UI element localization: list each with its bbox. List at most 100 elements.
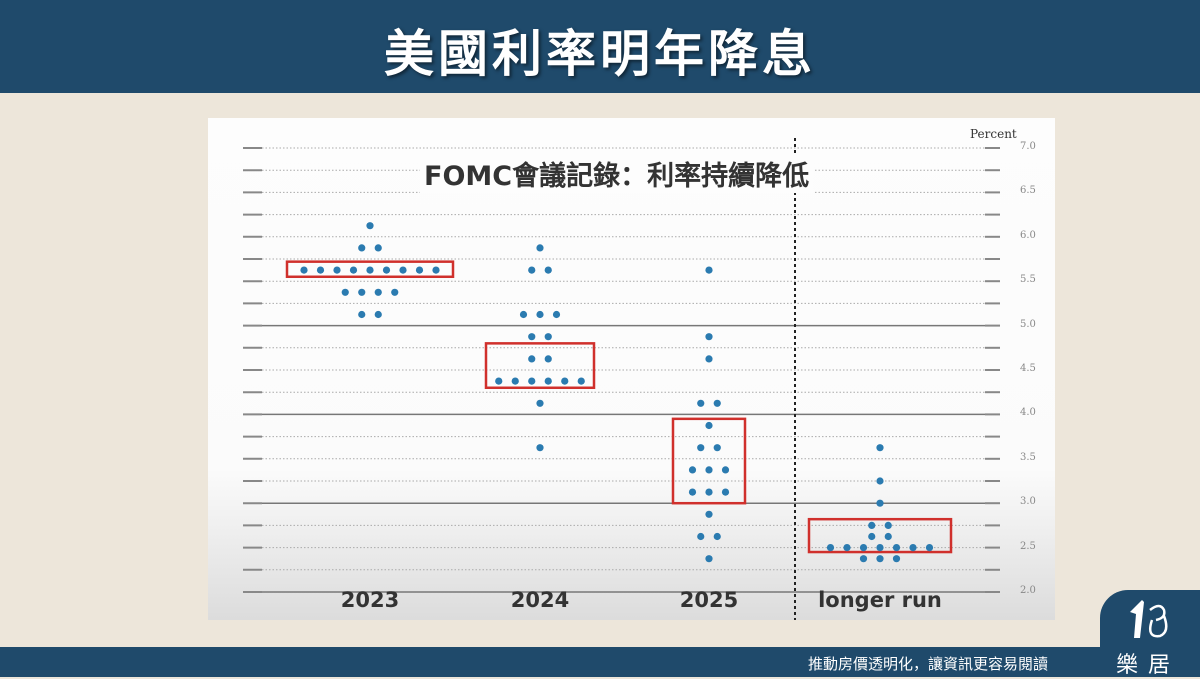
x-category-label: longer run [818, 588, 942, 612]
dot [721, 488, 730, 496]
dot [876, 477, 884, 485]
dot [333, 266, 341, 274]
dot [705, 333, 713, 341]
dot [868, 532, 876, 541]
y-tick-label: 7.0 [1020, 141, 1036, 152]
x-category-label: 2025 [679, 588, 739, 612]
dot [358, 288, 366, 296]
dot [925, 544, 934, 552]
dot [909, 544, 917, 552]
dot [892, 555, 901, 563]
dot [705, 488, 713, 496]
dot [391, 288, 399, 296]
dot [374, 310, 382, 319]
dot [544, 355, 552, 363]
highlight-box [484, 342, 596, 390]
dot [415, 266, 424, 274]
dot [432, 266, 440, 274]
dot [544, 377, 552, 385]
dot-plot-chart: FOMC會議記錄：利率持續降低 Percent 7.0 6.5 6.0 5.5 5.0 4… [208, 118, 1055, 620]
dot [374, 244, 382, 252]
y-tick-label: 3.5 [1020, 451, 1036, 463]
dot [341, 288, 349, 296]
dot [519, 310, 528, 319]
dot [876, 555, 884, 563]
house-logo-icon [1130, 600, 1168, 638]
dot [697, 399, 705, 407]
dot [697, 532, 705, 541]
y-tick-label: 5.5 [1020, 274, 1036, 286]
highlight-box [285, 260, 455, 279]
y-tick-label: 4.5 [1020, 363, 1036, 374]
dot [705, 355, 713, 363]
dot [876, 499, 884, 507]
dot [876, 544, 884, 552]
dot [884, 532, 892, 541]
footer-bar: 推動房價透明化，讓資訊更容易閱讀 [0, 647, 1200, 677]
dot [713, 399, 721, 407]
dot [843, 544, 851, 552]
dot [511, 377, 519, 385]
logo-text: 樂居 [1116, 653, 1181, 678]
dot [358, 244, 366, 252]
dot [561, 377, 569, 385]
dot [300, 266, 308, 274]
dot [544, 333, 552, 341]
dot [876, 444, 884, 452]
dot [884, 521, 892, 529]
y-axis-label: Percent [970, 127, 1017, 141]
dot [705, 555, 713, 563]
logo-tab [1100, 590, 1200, 677]
dot [374, 288, 382, 296]
highlight-box [671, 417, 747, 505]
dot [892, 544, 901, 552]
dot [859, 555, 868, 563]
chart-title: FOMC會議記錄：利率持續降低 [420, 154, 814, 193]
x-category-label: 2024 [510, 588, 570, 612]
dot [366, 222, 374, 230]
dot [495, 377, 503, 385]
dot [528, 355, 536, 363]
dot [349, 266, 358, 274]
footer-slogan: 推動房價透明化，讓資訊更容易閱讀 [808, 655, 1049, 673]
y-tick-label: 6.0 [1020, 229, 1036, 241]
dot [399, 266, 407, 274]
x-category-label: 2023 [340, 588, 400, 612]
dot [688, 488, 697, 496]
dot [705, 466, 713, 474]
dot [826, 544, 835, 552]
dot [528, 266, 536, 274]
y-tick-label: 2.0 [1020, 585, 1036, 596]
dot [705, 510, 713, 518]
dot [713, 444, 721, 452]
dot [688, 466, 697, 474]
header-bar [0, 0, 1200, 93]
dot [577, 377, 585, 385]
dot [358, 310, 366, 319]
highlight-box [807, 517, 953, 554]
y-tick-label: 6.5 [1020, 185, 1036, 197]
dot [528, 333, 536, 341]
dot [705, 421, 713, 430]
dot [528, 377, 536, 385]
chart-canvas [243, 138, 1000, 620]
dot [544, 266, 552, 274]
dot [536, 444, 544, 452]
y-tick-label: 5.0 [1020, 318, 1036, 330]
dot [552, 310, 561, 319]
dot [536, 244, 544, 252]
y-tick-label: 2.5 [1020, 540, 1036, 552]
dot [366, 266, 374, 274]
dot [316, 266, 325, 274]
dot [721, 466, 730, 474]
y-tick-label: 3.0 [1020, 496, 1036, 508]
dot [382, 266, 391, 274]
dot [859, 544, 868, 552]
dot [713, 532, 721, 541]
page-title: 美國利率明年降息 [384, 25, 816, 83]
y-tick-label: 4.0 [1020, 407, 1036, 419]
dot [536, 310, 544, 319]
dot [697, 444, 705, 452]
dot [868, 521, 876, 529]
dot [705, 266, 713, 274]
